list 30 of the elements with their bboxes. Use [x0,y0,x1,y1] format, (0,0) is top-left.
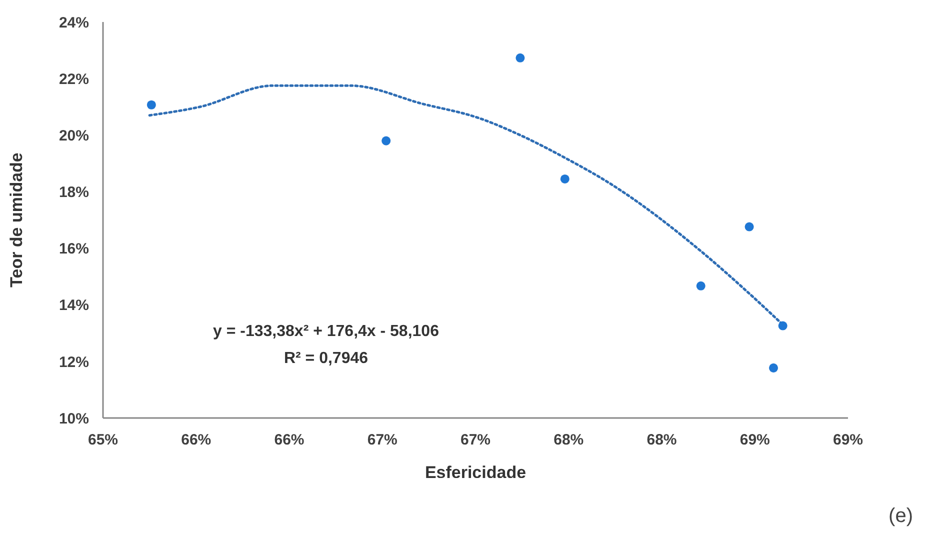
x-tick-label: 65% [88,432,118,449]
y-tick-label: 14% [58,297,89,314]
y-tick-label: 22% [58,70,89,88]
x-tick-label: 66% [274,432,304,449]
y-tick-label: 18% [58,184,89,202]
x-tick-label: 68% [646,432,677,449]
y-tick-label: 10% [58,410,89,428]
text: (e) [888,505,913,528]
annotation: y = -133,38x² + 176,4x - 58,106 [212,323,440,341]
point [516,53,525,62]
point [778,321,788,330]
annotation: R² = 0,7946 [282,350,370,368]
x-tick-label: 66% [181,432,212,449]
x-tick-label: 68% [554,432,584,449]
point [696,281,706,290]
y-axis-title: Teor de umidade [7,152,26,288]
point [768,363,778,372]
y-tick-label: 24% [58,14,89,32]
y-tick-label: 16% [58,240,89,258]
point [560,174,570,184]
x-tick-label: 67% [367,432,398,449]
point [146,100,156,110]
x-tick-label: 69% [832,432,864,449]
y-tick-label: 12% [58,354,89,371]
x-tick-label: 69% [740,432,770,449]
point [382,136,391,146]
y-tick-label: 20% [58,127,89,144]
point [744,222,754,232]
x-axis-title: Esfericidade [424,463,526,482]
x-tick-label: 67% [460,432,491,449]
